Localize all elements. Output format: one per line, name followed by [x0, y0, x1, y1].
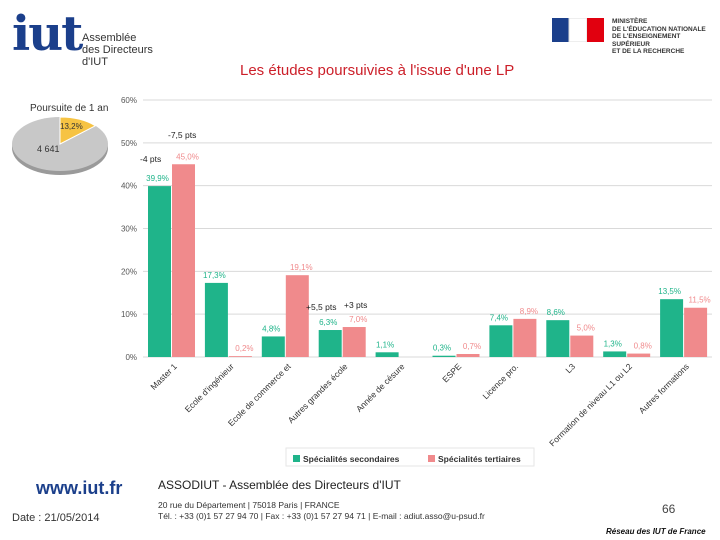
bar	[148, 186, 171, 357]
bar-value-label: 0,2%	[235, 344, 253, 353]
chart-bars: 39,9% 17,3% 4,8% 6,3% 1,1% 0,3% 7,4% 8,6% 1,3% 13…	[146, 152, 711, 357]
bar	[489, 325, 513, 357]
x-tick-label: ESPE	[440, 361, 463, 384]
bar	[375, 352, 399, 357]
footer-address: 20 rue du Département | 75018 Paris | FR…	[158, 500, 485, 522]
bar-value-label: 1,3%	[604, 339, 622, 348]
x-tick-label: Autres grandes école	[286, 361, 350, 425]
y-tick-label: 20%	[121, 267, 137, 276]
chart-annotations: -7,5 pts -4 pts +5,5 pts +3 pts	[140, 130, 367, 312]
page-number: 66	[662, 502, 676, 516]
bar-value-label: 13,5%	[658, 287, 681, 296]
x-tick-label: Ecole d'ingénieur	[183, 361, 236, 414]
annotation-label: +3 pts	[344, 300, 367, 310]
bar-value-label: 8,6%	[547, 308, 565, 317]
footer-date: Date : 21/05/2014	[12, 512, 100, 524]
bar	[627, 353, 651, 357]
bar-value-label: 6,3%	[319, 318, 337, 327]
bar	[204, 282, 228, 357]
annotation-label: -7,5 pts	[168, 130, 196, 140]
legend-swatch	[428, 455, 435, 462]
bar-value-label: 7,4%	[490, 313, 508, 322]
bar	[546, 320, 570, 357]
x-tick-label: Master 1	[148, 361, 179, 392]
ministry-line-1: MINISTÈRE	[612, 18, 648, 25]
bar	[603, 351, 627, 357]
y-tick-label: 10%	[121, 310, 137, 319]
ministry-line-3: DE L'ENSEIGNEMENT SUPÉRIEUR	[612, 33, 681, 48]
bar	[228, 356, 252, 357]
footer-contact-line: Tél. : +33 (0)1 57 27 94 70 | Fax : +33 …	[158, 511, 485, 521]
bar	[684, 307, 708, 357]
legend-swatch	[293, 455, 300, 462]
bar-value-label: 19,1%	[290, 263, 313, 272]
x-tick-label: Ecole de commerce et	[226, 361, 293, 428]
iut-logo-text: iut	[12, 6, 83, 62]
bar-value-label: 0,8%	[634, 342, 652, 351]
bar	[285, 275, 309, 357]
ministry-line-4: ET DE LA RECHERCHE	[612, 48, 685, 55]
annotation-label: -4 pts	[140, 154, 161, 164]
x-tick-label: Formation de niveau L1 ou L2	[547, 361, 634, 448]
bar	[456, 354, 480, 357]
bar-value-label: 8,9%	[520, 307, 538, 316]
assoc-line-2: des Directeurs	[82, 44, 153, 56]
bar-value-label: 0,7%	[463, 342, 481, 351]
x-tick-label: Autres formations	[637, 361, 691, 415]
bar-value-label: 5,0%	[577, 324, 595, 333]
footer-org: ASSODIUT - Assemblée des Directeurs d'IU…	[158, 478, 401, 492]
bar-value-label: 7,0%	[349, 315, 367, 324]
x-tick-label: Licence pro.	[480, 361, 520, 401]
inset-pie-chart: Poursuite de 1 an 13,2% 4 641	[12, 103, 108, 175]
bar	[318, 330, 342, 357]
y-tick-label: 60%	[121, 96, 137, 105]
bar	[570, 335, 594, 357]
footer-address-line: 20 rue du Département | 75018 Paris | FR…	[158, 500, 340, 510]
bar	[660, 299, 684, 357]
x-tick-label: L3	[563, 361, 577, 375]
y-tick-label: 0%	[125, 353, 137, 362]
bar-value-label: 39,9%	[146, 174, 169, 183]
slide-title: Les études poursuivies à l'issue d'une L…	[240, 62, 515, 79]
inset-slice-label: 13,2%	[60, 122, 83, 131]
footer-brand: Réseau des IUT de France	[606, 527, 706, 536]
flag-red	[587, 18, 604, 42]
bar	[513, 318, 537, 357]
ministry-logo: MINISTÈRE DE L'ÉDUCATION NATIONALE DE L'…	[552, 18, 712, 55]
ministry-text: MINISTÈRE DE L'ÉDUCATION NATIONALE DE L'…	[612, 18, 712, 56]
flag-blue	[552, 18, 569, 42]
bar	[261, 336, 285, 357]
french-flag-icon	[552, 18, 604, 42]
bar	[172, 164, 195, 357]
iut-logo: iut Assemblée des Directeurs d'IUT	[12, 6, 153, 68]
chart-legend: Spécialités secondaires Spécialités terti…	[285, 447, 535, 467]
x-tick-label: Année de césure	[354, 361, 407, 414]
bar-chart: Poursuite de 1 an 13,2% 4 641 0% 10% 20% 30…	[12, 96, 712, 467]
assoc-name: Assemblée des Directeurs d'IUT	[82, 32, 172, 68]
inset-title: Poursuite de 1 an	[30, 103, 108, 114]
annotation-label: +5,5 pts	[306, 302, 336, 312]
bar-value-label: 4,8%	[262, 324, 280, 333]
bar	[432, 355, 456, 357]
y-tick-label: 30%	[121, 225, 137, 234]
y-tick-label: 40%	[121, 182, 137, 191]
bar-value-label: 1,1%	[376, 340, 394, 349]
bar	[342, 327, 366, 357]
inset-pie-slice	[59, 116, 97, 145]
assoc-line-1: Assemblée	[82, 32, 137, 44]
y-tick-label: 50%	[121, 139, 137, 148]
bar-value-label: 0,3%	[433, 344, 451, 353]
assoc-line-3: d'IUT	[82, 56, 108, 68]
footer-url-link[interactable]: www.iut.fr	[36, 478, 123, 498]
bar-value-label: 17,3%	[203, 271, 226, 280]
bar-value-label: 11,5%	[689, 296, 711, 305]
inset-count-label: 4 641	[37, 144, 60, 154]
ministry-line-2: DE L'ÉDUCATION NATIONALE	[612, 25, 706, 33]
legend-label: Spécialités secondaires	[303, 454, 400, 464]
bar-value-label: 45,0%	[176, 152, 199, 161]
legend-label: Spécialités tertiaires	[438, 454, 521, 464]
legend-box	[285, 447, 535, 467]
